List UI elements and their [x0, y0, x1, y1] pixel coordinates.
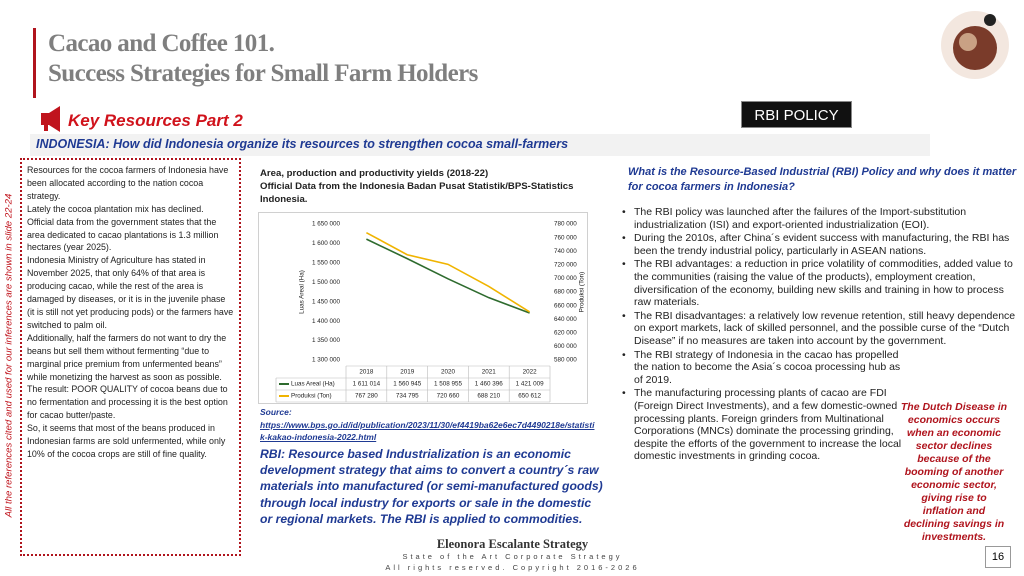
legend-label: Luas Areal (Ha): [291, 381, 335, 388]
chart-subtitle: Official Data from the Indonesia Badan P…: [260, 181, 574, 205]
paragraph: Additionally, half the farmers do not wa…: [27, 332, 227, 382]
bullet-list: The RBI policy was launched after the fa…: [620, 206, 1020, 464]
table-value: 650 612: [518, 393, 541, 400]
paragraph: The result: POOR QUALITY of cocoa beans …: [27, 384, 228, 421]
series-line: [366, 231, 531, 313]
y-tick-label: 1 300 000: [312, 357, 341, 364]
x-tick-label: 2022: [523, 369, 538, 376]
y2-tick-label: 740 000: [554, 248, 577, 255]
title: Success Strategies for Small Farm Holder…: [48, 60, 478, 87]
brand: Eleonora Escalante Strategy: [436, 537, 589, 551]
y2-tick-label: 620 000: [554, 329, 577, 336]
table-value: 1 508 955: [434, 381, 463, 388]
y-tick-label: 1 350 000: [312, 337, 341, 344]
y2-axis-title: Produksi (Ton): [579, 272, 586, 313]
y2-tick-label: 640 000: [554, 316, 577, 323]
table-value: 1 421 009: [516, 381, 545, 388]
chart: 1 300 000 1 350 000 1 400 000 1 450 000 1 50…: [258, 212, 588, 404]
series-line: [366, 238, 530, 314]
y-axis-title: Luas Areal (Ha): [299, 270, 306, 314]
section-title: Key Resources Part 2: [68, 111, 243, 130]
copyright: All rights reserved. Copyright 2016-2026: [385, 563, 640, 572]
y2-tick-label: 580 000: [554, 357, 577, 364]
y-tick-label: 1 400 000: [312, 318, 341, 325]
x-tick-label: 2019: [400, 369, 415, 376]
y-tick-label: 1 650 000: [312, 221, 341, 228]
y2-tick-label: 600 000: [554, 343, 577, 350]
source-link[interactable]: https://www.bps.go.id/id/publication/202…: [260, 420, 595, 442]
table-value: 1 611 014: [353, 381, 381, 388]
bullet: The manufacturing processing plants of c…: [620, 387, 906, 463]
vertical-note: All the references cited and used for ou…: [3, 193, 15, 518]
table-value: 720 660: [437, 393, 460, 400]
title-bar: [33, 28, 36, 98]
bullet: The RBI policy was launched after the fa…: [620, 206, 1020, 231]
y2-tick-label: 720 000: [554, 261, 577, 268]
y2-tick-label: 760 000: [554, 234, 577, 241]
rbi-definition: RBI: Resource based Industrialization is…: [260, 447, 603, 526]
left-box: Resources for the cocoa farmers of Indon…: [20, 158, 241, 556]
y2-tick-label: 700 000: [554, 275, 577, 282]
y-tick-label: 1 450 000: [312, 298, 341, 305]
table-value: 734 795: [396, 393, 419, 400]
title: Cacao and Coffee 101.: [48, 30, 275, 57]
paragraph: So, it seems that most of the beans prod…: [27, 423, 226, 459]
table-value: 767 280: [355, 393, 378, 400]
page-number: 16: [985, 546, 1011, 568]
paragraph: Official data from the government states…: [27, 216, 219, 253]
paragraph: Indonesia Ministry of Agriculture has st…: [27, 255, 234, 330]
paragraph: Lately the cocoa plantation mix has decl…: [27, 203, 204, 214]
chart-frame: [258, 212, 588, 404]
banner: INDONESIA: How did Indonesia organize it…: [30, 134, 930, 156]
bullet: The RBI advantages: a reduction in price…: [620, 258, 1020, 308]
source-label: Source:: [260, 407, 292, 417]
megaphone-icon: [41, 106, 60, 132]
y2-tick-label: 660 000: [554, 302, 577, 309]
paragraph: Resources for the cocoa farmers of Indon…: [27, 165, 229, 201]
chart-title: Area, production and productivity yields…: [260, 168, 489, 179]
y-tick-label: 1 500 000: [312, 279, 341, 286]
tagline: State of the Art Corporate Strategy: [402, 552, 623, 561]
question: What is the Resource-Based Industrial (R…: [628, 166, 1017, 193]
y-tick-label: 1 550 000: [312, 260, 341, 267]
dutch-disease-note: The Dutch Disease in economics occurs wh…: [900, 401, 1008, 543]
badge: RBI POLICY: [741, 101, 852, 128]
legend-label: Produksi (Ton): [291, 393, 332, 400]
x-tick-label: 2021: [482, 369, 497, 376]
table-value: 688 210: [477, 393, 500, 400]
corner-decoration: [941, 11, 1009, 79]
bullet: During the 2010s, after China´s evident …: [620, 232, 1020, 257]
y2-tick-label: 680 000: [554, 289, 577, 296]
table-value: 1 460 396: [475, 381, 504, 388]
y2-tick-label: 780 000: [554, 221, 577, 228]
bullet: The RBI strategy of Indonesia in the cac…: [620, 349, 906, 387]
x-tick-label: 2020: [441, 369, 456, 376]
bullet: The RBI disadvantages: a relatively low …: [620, 310, 1020, 348]
table-value: 1 560 945: [393, 381, 422, 388]
y-tick-label: 1 600 000: [312, 240, 341, 247]
x-tick-label: 2018: [359, 369, 374, 376]
